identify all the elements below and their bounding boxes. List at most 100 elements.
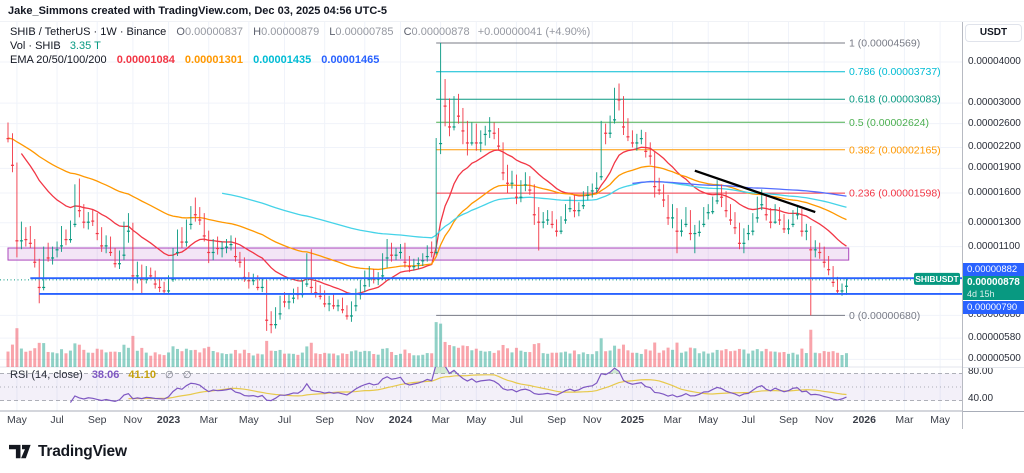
legend-volume-row[interactable]: Vol · SHIB 3.35 T xyxy=(10,39,590,53)
volume-bar xyxy=(385,348,389,367)
fib-retracement[interactable]: 1 (0.00004569) 0.786 (0.00003737) 0.618 (0… xyxy=(436,37,941,322)
candle-body xyxy=(193,214,197,216)
candle-body xyxy=(590,190,594,192)
volume-bar xyxy=(532,344,536,367)
candle-body xyxy=(844,285,848,287)
candle-body xyxy=(778,219,782,221)
candle-body xyxy=(488,130,492,132)
volume-bar xyxy=(153,352,157,367)
volume-bar xyxy=(514,347,518,367)
volume-bar xyxy=(621,344,625,367)
rsi-hide-icon[interactable]: ∅ xyxy=(182,370,192,381)
chart-area[interactable]: 1 (0.00004569) 0.786 (0.00003737) 0.618 (0… xyxy=(0,22,1024,429)
candle-body xyxy=(144,278,148,280)
price-range-box[interactable] xyxy=(7,247,850,261)
candle-body xyxy=(24,238,28,241)
time-axis-label: Nov xyxy=(583,414,602,426)
price-scale-label: 0.00001300 xyxy=(968,216,1021,228)
candle-body xyxy=(354,305,358,307)
volume-bar xyxy=(572,350,576,367)
volume-bar xyxy=(791,352,795,367)
volume-bar xyxy=(778,352,782,367)
legend-symbol-row[interactable]: SHIB / TetherUS · 1W · Binance O0.000008… xyxy=(10,25,590,39)
volume-bar xyxy=(193,349,197,367)
volume-bar xyxy=(448,345,452,367)
volume-bar xyxy=(657,352,661,367)
rsi-hide-icon[interactable]: ∅ xyxy=(165,370,174,381)
candle-body xyxy=(55,249,59,251)
candle-body xyxy=(229,244,233,246)
volume-bar xyxy=(818,353,822,367)
volume-bar xyxy=(662,350,666,367)
volume-bar xyxy=(175,348,179,367)
open-label: O xyxy=(176,26,185,38)
volume-bar xyxy=(501,344,505,367)
candle-body xyxy=(662,199,666,201)
candle-body xyxy=(737,242,741,244)
time-axis-label: May xyxy=(239,414,260,426)
chart-legend: SHIB / TetherUS · 1W · Binance O0.000008… xyxy=(10,25,590,67)
candle-body xyxy=(787,228,790,230)
volume-bar xyxy=(162,355,166,367)
candle-body xyxy=(95,232,99,235)
rsi-ma-value: 41.10 xyxy=(128,369,156,381)
symbol-title[interactable]: SHIB / TetherUS · 1W · Binance xyxy=(10,26,167,38)
candle-body xyxy=(448,126,452,128)
ema-200-line xyxy=(632,181,847,197)
volume-bar xyxy=(33,348,37,367)
volume-bar xyxy=(742,349,746,367)
time-axis-label: Mar xyxy=(432,414,451,426)
volume-bar xyxy=(336,355,340,367)
volume-bar xyxy=(608,350,612,367)
volume-bar xyxy=(189,350,193,367)
scale-axis-line xyxy=(963,411,1024,412)
time-axis-label: Nov xyxy=(124,414,143,426)
volume-bar xyxy=(635,352,639,367)
candle-body xyxy=(421,260,425,262)
volume-bar xyxy=(804,353,808,367)
candle-body xyxy=(225,246,229,248)
candle-body xyxy=(711,211,715,213)
chart-canvas[interactable]: 1 (0.00004569) 0.786 (0.00003737) 0.618 (0… xyxy=(0,22,962,429)
candle-body xyxy=(113,263,117,265)
current-price-badge: 0.00000878 4d 15h xyxy=(963,276,1024,300)
high-label: H xyxy=(253,26,262,38)
rsi-scale-label: 40.00 xyxy=(968,392,994,404)
volume-bar xyxy=(363,350,367,367)
candle-body xyxy=(697,231,701,233)
time-axis-label: Sep xyxy=(315,414,334,426)
time-axis-label: Jul xyxy=(510,414,523,426)
rsi-legend-row[interactable]: RSI (14, close) 38.06 41.10 ∅ ∅ xyxy=(10,369,192,382)
volume-bar xyxy=(559,352,563,367)
tradingview-logo[interactable]: TradingView xyxy=(9,443,127,461)
candle-body xyxy=(795,214,799,216)
candle-body xyxy=(568,208,572,210)
candle-body xyxy=(555,230,559,232)
time-axis-label: Jul xyxy=(278,414,291,426)
candle-body xyxy=(323,303,327,305)
volume-bar xyxy=(688,347,692,367)
volume-bar xyxy=(37,342,41,367)
rsi-pane xyxy=(0,367,962,403)
price-scale-label: 0.00000580 xyxy=(968,332,1021,344)
candle-body xyxy=(630,142,634,144)
candle-body xyxy=(6,138,10,140)
time-axis[interactable]: May Jul Sep Nov 2023 Mar May Jul Sep Nov 2024 Mar Ma… xyxy=(7,414,951,426)
candle-body xyxy=(28,242,32,244)
fib-label: 0 (0.00000680) xyxy=(849,310,920,322)
volume-bar xyxy=(42,343,46,367)
volume-bar xyxy=(706,353,710,367)
volume-bar xyxy=(51,352,55,367)
volume-bar xyxy=(73,343,77,367)
volume-bar xyxy=(318,354,322,367)
legend-ema-row[interactable]: EMA 20/50/100/200 0.00001084 0.00001301 … xyxy=(10,53,590,67)
candle-body xyxy=(68,238,72,241)
candle-body xyxy=(528,189,532,191)
trendline[interactable] xyxy=(694,169,816,214)
open-value: 0.00000837 xyxy=(184,26,244,38)
ema200-value: 0.00001465 xyxy=(321,54,380,66)
price-scale[interactable]: USDT 0.00004000 0.00003000 0.00002600 0.000… xyxy=(962,22,1024,429)
volume-bar xyxy=(167,352,171,367)
currency-unit-button[interactable]: USDT xyxy=(965,24,1022,42)
